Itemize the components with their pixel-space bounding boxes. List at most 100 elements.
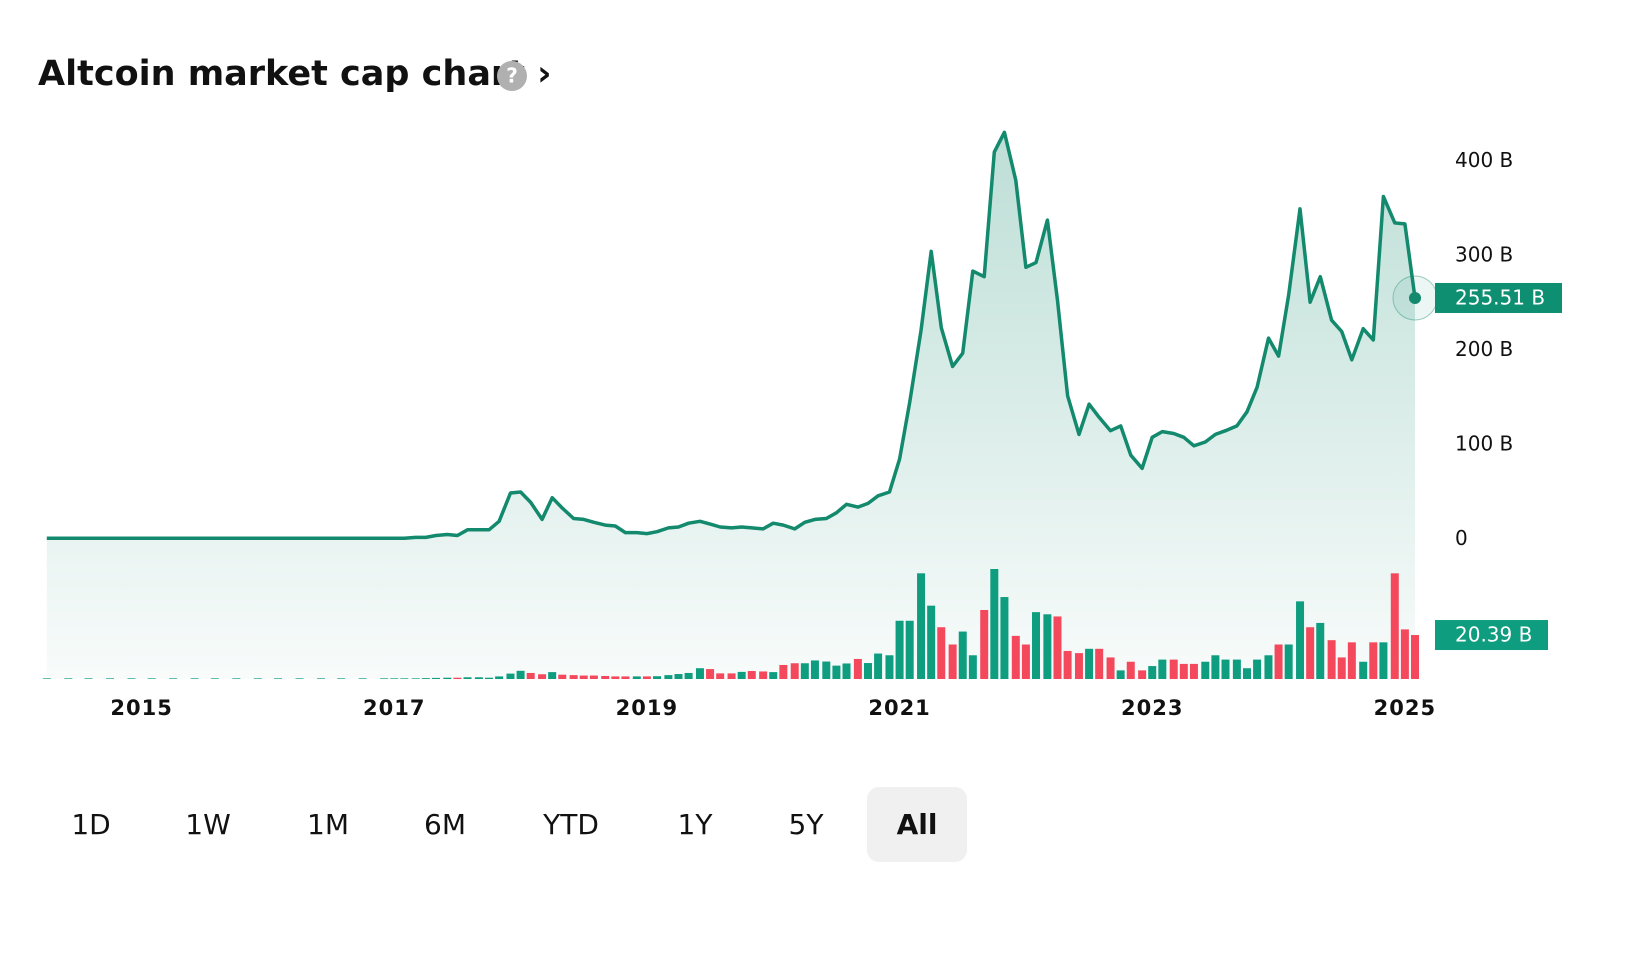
last-point (1409, 291, 1421, 304)
volume-bar (1411, 635, 1419, 679)
volume-bar (316, 678, 325, 679)
volume-bar (589, 675, 598, 679)
volume-bar (832, 665, 841, 679)
volume-bar (579, 675, 588, 679)
volume-bar (127, 678, 136, 679)
range-button[interactable]: 6M (424, 808, 466, 841)
volume-bar (1116, 670, 1125, 679)
range-button[interactable]: 1Y (678, 808, 714, 841)
help-icon[interactable] (497, 61, 527, 91)
range-button[interactable]: All (897, 808, 938, 841)
volume-bar (1074, 653, 1083, 679)
range-button[interactable]: YTD (542, 808, 599, 841)
area-fill (46, 132, 1415, 680)
volume-bar (810, 660, 819, 679)
volume-bar (484, 677, 493, 679)
y-tick-label: 200 B (1455, 337, 1513, 361)
volume-bar (1095, 648, 1104, 679)
volume-bar (1274, 644, 1283, 679)
volume-bar (64, 678, 73, 679)
volume-bar (526, 672, 535, 679)
volume-bar (937, 627, 946, 679)
volume-bar (1043, 614, 1052, 679)
range-button-bg[interactable] (867, 787, 967, 862)
volume-bar (968, 655, 977, 679)
y-tick-label: 100 B (1455, 431, 1513, 455)
volume-bar (1021, 644, 1030, 679)
volume-bar (822, 661, 831, 679)
volume-bar (1296, 601, 1305, 679)
volume-bar (1148, 666, 1157, 679)
volume-bar (779, 664, 788, 679)
volume-bar (337, 678, 346, 679)
volume-bar (706, 669, 715, 679)
volume-bar (1000, 597, 1009, 679)
chart-title[interactable]: Altcoin market cap chart › (38, 54, 552, 94)
volume-bar (1201, 661, 1210, 679)
volume-bar (431, 677, 440, 679)
volume-bar (1347, 642, 1356, 679)
volume-bar (463, 677, 472, 679)
volume-label-box (1435, 620, 1548, 651)
volume-bar (917, 573, 926, 679)
volume-bar (885, 655, 894, 679)
volume-bar (980, 609, 989, 679)
y-tick-label: 400 B (1455, 148, 1513, 172)
volume-bar (506, 673, 515, 679)
volume-bar (611, 676, 620, 679)
volume-bar (1126, 661, 1135, 679)
volume-bar (1179, 663, 1188, 679)
volume-bar (1327, 640, 1336, 679)
volume-bar (927, 605, 936, 679)
volume-bar (1085, 648, 1094, 679)
range-button[interactable]: 1W (185, 808, 231, 841)
price-label: 255.51 B (1455, 285, 1545, 309)
x-tick-label: 2025 (1374, 696, 1436, 720)
volume-bar (390, 678, 399, 679)
volume-bar (853, 658, 862, 679)
volume-bar (411, 678, 420, 679)
volume-bar (895, 620, 904, 679)
volume-bar (958, 631, 967, 679)
volume-bar (1011, 635, 1020, 679)
range-button[interactable]: 1M (307, 808, 349, 841)
y-tick-label: 0 (1455, 526, 1468, 550)
volume-bar (453, 677, 462, 679)
volume-bar (516, 670, 525, 679)
help-icon-text: ? (506, 64, 518, 88)
x-tick-label: 2017 (363, 696, 425, 720)
volume-bar (737, 671, 746, 679)
volume-bar (253, 678, 262, 679)
volume-bar (169, 678, 178, 679)
volume-bar (569, 675, 578, 679)
volume-bar (948, 644, 957, 679)
volume-bar (443, 677, 452, 679)
volume-bar (1063, 650, 1072, 679)
volume-bar (759, 671, 768, 679)
volume-bar (1306, 627, 1315, 679)
x-tick-label: 2021 (868, 696, 930, 720)
volume-bar (495, 676, 504, 679)
volume-bar (1284, 644, 1293, 679)
volume-bar (1264, 655, 1273, 679)
volume-bar (558, 674, 567, 679)
range-button[interactable]: 5Y (789, 808, 825, 841)
volume-bar (1106, 657, 1115, 679)
y-tick-label: 300 B (1455, 242, 1513, 266)
volume-bar (1337, 657, 1346, 679)
volume-bar (474, 677, 483, 679)
range-button[interactable]: 1D (71, 808, 110, 841)
volume-bar (1232, 659, 1241, 679)
volume-label: 20.39 B (1455, 623, 1532, 647)
volume-bar (632, 676, 641, 679)
volume-bar (295, 678, 304, 679)
volume-bar (84, 678, 93, 679)
volume-bar (695, 668, 704, 679)
volume-bar (653, 676, 662, 679)
volume-bar (1253, 659, 1262, 679)
volume-bar (1221, 659, 1230, 679)
volume-bar (905, 620, 914, 679)
volume-bar (1242, 668, 1251, 679)
volume-bar (874, 653, 883, 679)
volume-bar (1379, 642, 1388, 679)
